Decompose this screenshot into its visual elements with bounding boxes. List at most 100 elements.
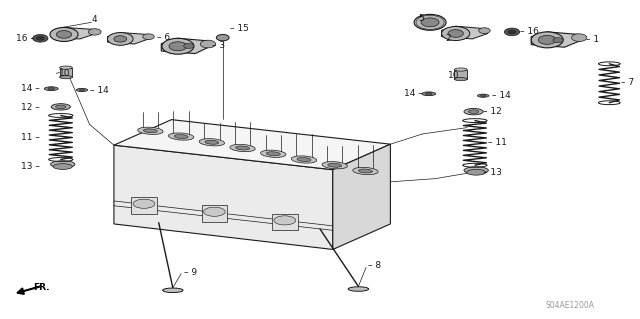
Ellipse shape (133, 199, 155, 208)
Circle shape (538, 35, 556, 44)
Ellipse shape (138, 127, 163, 134)
Ellipse shape (199, 139, 225, 146)
Circle shape (36, 36, 44, 40)
Ellipse shape (44, 87, 58, 91)
Ellipse shape (168, 133, 194, 140)
Circle shape (200, 40, 216, 48)
Ellipse shape (358, 169, 372, 173)
Ellipse shape (353, 167, 378, 174)
Circle shape (481, 94, 486, 97)
Circle shape (114, 36, 127, 42)
Ellipse shape (204, 207, 225, 216)
Circle shape (162, 38, 194, 54)
Ellipse shape (477, 94, 489, 97)
Text: – 8: – 8 (368, 261, 381, 270)
Circle shape (184, 43, 194, 48)
Circle shape (108, 33, 133, 45)
Ellipse shape (297, 158, 311, 161)
Text: 16 –: 16 – (17, 34, 35, 43)
Ellipse shape (236, 146, 250, 150)
Text: – 14: – 14 (492, 91, 510, 100)
Ellipse shape (467, 169, 486, 175)
Ellipse shape (76, 88, 88, 92)
Circle shape (508, 30, 516, 34)
Circle shape (79, 89, 84, 91)
Circle shape (442, 26, 470, 41)
Text: – 14: – 14 (90, 86, 108, 95)
Circle shape (216, 34, 229, 41)
Text: – 1: – 1 (586, 35, 599, 44)
Text: – 12: – 12 (483, 107, 502, 116)
Circle shape (88, 29, 101, 35)
Ellipse shape (464, 167, 488, 174)
Text: 14 –: 14 – (21, 84, 40, 93)
Circle shape (426, 92, 432, 95)
Ellipse shape (53, 164, 72, 169)
Ellipse shape (348, 287, 369, 291)
Ellipse shape (230, 145, 255, 152)
Polygon shape (531, 32, 582, 47)
Ellipse shape (291, 156, 317, 163)
Circle shape (414, 14, 446, 30)
Text: – 7: – 7 (621, 78, 634, 87)
Circle shape (572, 34, 587, 41)
Polygon shape (108, 33, 150, 44)
Text: – 9: – 9 (184, 268, 197, 277)
Text: – 3: – 3 (212, 41, 226, 50)
Text: 5: 5 (419, 14, 424, 23)
Text: – 11: – 11 (488, 138, 506, 147)
Ellipse shape (464, 108, 483, 115)
Ellipse shape (454, 78, 467, 81)
Polygon shape (131, 197, 157, 214)
Ellipse shape (174, 135, 188, 138)
Ellipse shape (468, 110, 479, 114)
Circle shape (143, 34, 154, 40)
Circle shape (50, 27, 78, 41)
Ellipse shape (454, 68, 467, 71)
Circle shape (169, 42, 187, 51)
Polygon shape (114, 145, 333, 249)
Text: 13 –: 13 – (21, 162, 40, 171)
Text: – 16: – 16 (520, 27, 538, 36)
Text: 10: 10 (59, 69, 70, 78)
Polygon shape (114, 120, 390, 170)
Ellipse shape (51, 104, 70, 110)
Ellipse shape (266, 152, 280, 156)
Text: – 15: – 15 (230, 24, 249, 33)
Polygon shape (272, 214, 298, 230)
Ellipse shape (205, 140, 219, 144)
Text: 11 –: 11 – (21, 133, 40, 142)
Ellipse shape (163, 288, 183, 293)
Ellipse shape (51, 161, 75, 168)
Text: 12 –: 12 – (21, 103, 40, 112)
Circle shape (421, 18, 439, 27)
Ellipse shape (322, 162, 348, 169)
Text: 10: 10 (448, 71, 460, 80)
Polygon shape (333, 144, 390, 249)
Circle shape (48, 87, 54, 90)
Text: FR.: FR. (33, 283, 50, 292)
Polygon shape (442, 26, 488, 39)
Text: 2: 2 (445, 34, 451, 43)
Circle shape (448, 30, 463, 37)
Text: 14 –: 14 – (404, 89, 422, 98)
Circle shape (479, 28, 490, 33)
Ellipse shape (422, 92, 436, 96)
Ellipse shape (274, 216, 296, 225)
Ellipse shape (60, 76, 72, 79)
Polygon shape (202, 205, 227, 222)
Circle shape (56, 31, 72, 38)
Polygon shape (454, 70, 467, 79)
Text: 4: 4 (92, 15, 97, 24)
Ellipse shape (60, 66, 72, 69)
Ellipse shape (328, 163, 342, 167)
Text: – 13: – 13 (483, 168, 502, 177)
Circle shape (504, 28, 520, 36)
Text: – 6: – 6 (157, 33, 170, 42)
Circle shape (33, 34, 48, 42)
Polygon shape (51, 27, 96, 39)
Ellipse shape (56, 105, 66, 108)
Polygon shape (60, 68, 72, 77)
Polygon shape (161, 38, 211, 54)
Circle shape (531, 32, 563, 48)
